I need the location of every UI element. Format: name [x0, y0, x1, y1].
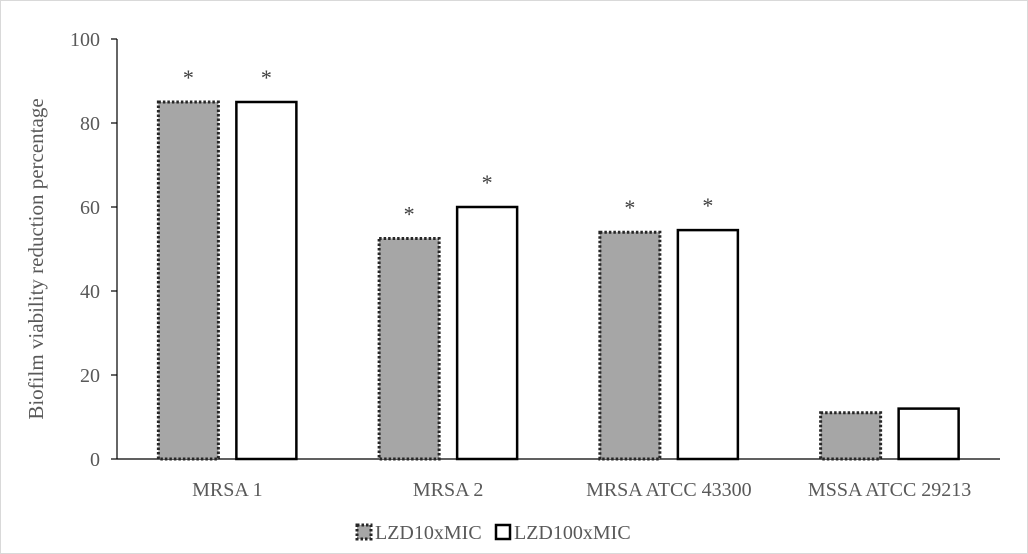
y-tick-label: 60 — [80, 197, 100, 219]
significance-star: * — [183, 65, 194, 90]
bar-lzd10xmic-0 — [156, 100, 220, 461]
bar-lzd10xmic-1 — [377, 237, 441, 461]
significance-star: * — [702, 193, 713, 218]
x-tick-label: MRSA ATCC 43300 — [586, 479, 752, 501]
x-tick-label: MRSA 1 — [192, 479, 263, 501]
y-axis-title: Biofilm viability reduction percentage — [24, 98, 48, 419]
x-tick-label: MRSA 2 — [413, 479, 484, 501]
legend-swatch-lzd100xmic — [494, 523, 512, 541]
significance-star: * — [261, 65, 272, 90]
y-tick-label: 80 — [80, 113, 100, 135]
bar-lzd100xmic-2 — [676, 228, 740, 461]
bar-lzd10xmic-3 — [819, 411, 883, 461]
y-tick-label: 100 — [70, 29, 100, 51]
significance-star: * — [624, 195, 635, 220]
legend-swatch-lzd10xmic — [355, 523, 373, 541]
y-tick-label: 20 — [80, 365, 100, 387]
bar-lzd10xmic-2 — [598, 230, 662, 461]
legend-label: LZD10xMIC — [375, 522, 482, 544]
significance-star: * — [482, 170, 493, 195]
legend-label: LZD100xMIC — [514, 522, 631, 544]
significance-star: * — [404, 202, 415, 227]
bar-lzd100xmic-3 — [897, 407, 960, 461]
y-tick-label: 40 — [80, 281, 100, 303]
bar-lzd100xmic-1 — [455, 205, 519, 461]
y-tick-label: 0 — [90, 449, 100, 471]
x-tick-label: MSSA ATCC 29213 — [808, 479, 971, 501]
bar-lzd100xmic-0 — [235, 100, 298, 461]
